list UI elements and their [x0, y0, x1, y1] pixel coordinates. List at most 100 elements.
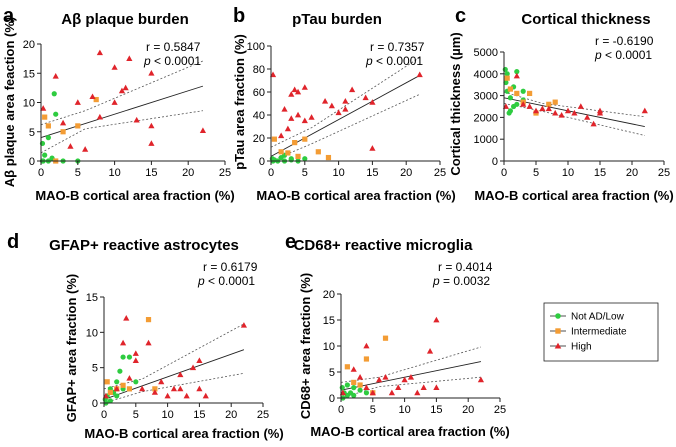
data-point-high — [369, 145, 376, 151]
data-point-high — [433, 384, 440, 390]
stat-p-symbol: p — [197, 274, 205, 288]
x-tick-label: 10 — [398, 404, 410, 416]
stat-p-symbol: p — [432, 274, 440, 288]
data-point-high — [111, 99, 118, 105]
data-point-high — [416, 71, 423, 78]
data-point-high — [420, 384, 427, 390]
data-point-high — [96, 113, 103, 120]
data-point-high — [170, 385, 178, 392]
y-axis-label: GFAP+ area fraction (%) — [64, 274, 79, 422]
y-tick-label: 2000 — [474, 112, 498, 124]
stat-p: p < 0.0001 — [197, 274, 255, 288]
data-point-not-ad-low — [114, 379, 120, 385]
data-point-high — [113, 385, 120, 392]
data-point-high — [294, 88, 302, 95]
data-point-high — [401, 376, 408, 383]
y-tick-label: 60 — [253, 87, 265, 99]
data-point-high — [596, 107, 604, 114]
y-tick-label: 4000 — [474, 69, 498, 81]
data-point-high — [145, 339, 152, 346]
y-tick-label: 100 — [247, 41, 265, 53]
data-point-high — [281, 106, 288, 112]
data-point-intermediate — [315, 149, 321, 155]
data-point-high — [52, 72, 59, 79]
y-tick-label: 10 — [323, 341, 335, 353]
data-point-not-ad-low — [288, 157, 294, 163]
data-point-intermediate — [285, 150, 291, 156]
y-tick-label: 0 — [329, 393, 335, 405]
panel-a: a Aβ plaque burden 0 5 10 15 20 25 0 5 10 15 20 MA… — [2, 5, 235, 203]
y-tick-label: 0 — [492, 156, 498, 168]
x-tick-label: 20 — [225, 409, 237, 421]
x-axis-label: MAO-B cortical area fraction (%) — [84, 426, 283, 441]
data-point-high — [407, 374, 415, 380]
plot-area: 0 5 10 15 20 25 0 5 10 15 20 — [323, 289, 506, 416]
x-tick-label: 15 — [430, 404, 442, 416]
x-tick-label: 25 — [219, 167, 231, 179]
data-point-intermediate — [552, 99, 558, 105]
stat-p: p < 0.0001 — [594, 48, 652, 62]
y-tick-label: 80 — [253, 64, 265, 76]
data-point-high — [349, 86, 356, 93]
data-point-high — [477, 376, 485, 383]
x-axis-label: MAO-B cortical area fraction (%) — [310, 424, 509, 439]
y-tick-label: 20 — [253, 133, 265, 145]
panel-b: b pTau burden 0 5 10 15 20 25 0 20 40 60 80 100 MAO… — [232, 5, 456, 203]
data-point-high — [132, 350, 139, 356]
data-point-high — [126, 375, 133, 381]
data-point-not-ad-low — [503, 79, 509, 86]
x-tick-label: 10 — [161, 409, 173, 421]
data-point-intermediate — [107, 389, 113, 395]
stat-p-value: < 0.0001 — [205, 274, 256, 288]
y-axis-label: Cortical thickness (µm) — [448, 32, 463, 175]
data-point-not-ad-low — [126, 354, 133, 360]
data-point-high — [148, 122, 155, 129]
plot-area: 0 5 10 15 20 25 0 5 10 15 20 — [23, 39, 231, 179]
data-point-intermediate — [344, 364, 350, 370]
data-point-high — [426, 348, 434, 354]
x-tick-label: 10 — [332, 167, 344, 179]
data-point-high — [126, 55, 133, 62]
data-point-not-ad-low — [51, 91, 57, 97]
regression-line — [40, 85, 204, 139]
data-point-not-ad-low — [133, 379, 139, 385]
confidence-band-upper — [103, 323, 245, 390]
data-point-high — [382, 374, 389, 380]
stat-p-symbol: p — [594, 48, 602, 62]
legend-marker-square — [555, 328, 561, 334]
y-axis-label: pTau area fraction (%) — [232, 34, 247, 170]
data-point-high — [284, 125, 291, 132]
data-point-intermediate — [126, 386, 133, 392]
stat-p-symbol: p — [365, 54, 373, 68]
data-point-intermediate — [45, 123, 51, 129]
x-tick-label: 10 — [108, 167, 120, 179]
y-tick-label: 3000 — [474, 91, 498, 103]
y-tick-label: 5 — [329, 367, 335, 379]
data-point-high — [196, 357, 203, 363]
legend-label: High — [571, 342, 592, 353]
data-point-high — [288, 91, 295, 97]
data-point-high — [199, 127, 207, 133]
data-point-intermediate — [60, 129, 66, 135]
data-point-high — [294, 111, 302, 118]
y-tick-label: 5 — [92, 363, 98, 375]
panel-label-c: c — [455, 5, 466, 27]
x-tick-label: 5 — [302, 167, 308, 179]
x-tick-label: 20 — [462, 404, 474, 416]
x-tick-label: 25 — [434, 167, 446, 179]
data-point-high — [82, 146, 89, 152]
data-point-high — [564, 107, 572, 114]
data-point-intermediate — [507, 86, 513, 92]
x-tick-label: 0 — [501, 167, 507, 179]
stat-r: r = 0.5847 — [146, 40, 201, 54]
data-point-high — [558, 112, 565, 118]
data-point-high — [321, 98, 329, 104]
data-point-not-ad-low — [504, 71, 510, 77]
panel-title: GFAP+ reactive astrocytes — [49, 237, 239, 254]
data-point-high — [539, 105, 546, 112]
data-point-high — [183, 392, 190, 399]
plot-area: 0 5 10 15 20 25 0 20 40 60 80 100 — [247, 41, 446, 179]
data-point-high — [291, 86, 298, 93]
data-point-high — [641, 107, 648, 114]
x-tick-label: 25 — [257, 409, 269, 421]
